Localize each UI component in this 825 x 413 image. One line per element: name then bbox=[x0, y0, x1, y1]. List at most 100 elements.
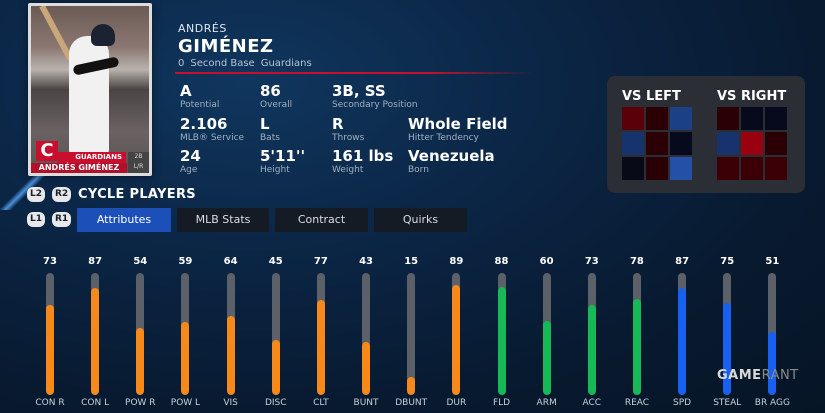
attribute-value: 77 bbox=[313, 256, 328, 267]
attribute-track bbox=[678, 273, 687, 395]
attribute-bar: 87 SPD bbox=[660, 255, 704, 408]
attribute-fill bbox=[678, 287, 687, 395]
attribute-bar: 73 ACC bbox=[570, 255, 614, 408]
attribute-bar: 64 VIS bbox=[209, 255, 253, 408]
attribute-label: BUNT bbox=[353, 398, 379, 408]
stat-secondary-position: 3B, SS Secondary Position bbox=[332, 82, 418, 111]
r2-button[interactable]: R2 bbox=[52, 187, 72, 202]
attribute-value: 75 bbox=[720, 256, 735, 267]
attribute-value: 89 bbox=[449, 256, 464, 267]
zone-cell bbox=[646, 157, 668, 180]
attribute-track bbox=[632, 273, 641, 395]
attribute-value: 59 bbox=[178, 256, 193, 267]
card-bats-throws: L/R bbox=[133, 163, 144, 170]
batter-figure bbox=[69, 36, 109, 156]
vs-right-zone-grid bbox=[717, 107, 787, 180]
cycle-players-label: CYCLE PLAYERS bbox=[78, 187, 196, 202]
zone-cell bbox=[765, 157, 787, 180]
attribute-track bbox=[316, 273, 325, 395]
attribute-value: 87 bbox=[88, 256, 103, 267]
attribute-track bbox=[271, 273, 280, 395]
zone-cell bbox=[670, 157, 692, 180]
zone-cell bbox=[741, 132, 763, 155]
attribute-track bbox=[181, 273, 190, 395]
attribute-bar: 89 DUR bbox=[434, 255, 478, 408]
attribute-value: 73 bbox=[584, 256, 599, 267]
attribute-bar: 43 BUNT bbox=[344, 255, 388, 408]
l2-button[interactable]: L2 bbox=[27, 187, 45, 202]
attribute-fill bbox=[316, 300, 325, 395]
l1-button[interactable]: L1 bbox=[27, 212, 45, 227]
stat-bats: L Bats bbox=[260, 115, 280, 144]
attribute-bar: 78 REAC bbox=[615, 255, 659, 408]
attribute-value: 64 bbox=[223, 256, 238, 267]
player-last-name: GIMÉNEZ bbox=[178, 36, 274, 57]
bat bbox=[39, 6, 73, 61]
attribute-track bbox=[136, 273, 145, 395]
attribute-bar: 87 CON L bbox=[73, 255, 117, 408]
vs-left-title: VS LEFT bbox=[622, 89, 681, 104]
attribute-label: CON R bbox=[35, 398, 65, 408]
attribute-track bbox=[407, 273, 416, 395]
attribute-track bbox=[723, 273, 732, 395]
tab-mlb-stats[interactable]: MLB Stats bbox=[177, 208, 269, 232]
attribute-fill bbox=[497, 286, 506, 395]
stat-mlb-service: 2.106 MLB® Service bbox=[180, 115, 245, 144]
attribute-bar: 75 STEAL bbox=[705, 255, 749, 408]
attribute-fill bbox=[632, 298, 641, 395]
attribute-track bbox=[362, 273, 371, 395]
zone-cell bbox=[670, 132, 692, 155]
hot-zone-panel: VS LEFT VS RIGHT bbox=[607, 76, 805, 193]
attribute-label: FLD bbox=[492, 398, 511, 408]
stat-hitter-tendency: Whole Field Hitter Tendency bbox=[408, 115, 508, 144]
r1-button[interactable]: R1 bbox=[52, 212, 72, 227]
zone-cell bbox=[717, 157, 739, 180]
attribute-label: BR AGG bbox=[754, 398, 791, 408]
attribute-fill bbox=[452, 285, 461, 395]
stat-weight: 161 lbs Weight bbox=[332, 147, 394, 176]
player-card: C GUARDIANS ANDRÉS GIMÉNEZ 2B L/R bbox=[28, 3, 152, 176]
zone-cell bbox=[622, 132, 644, 155]
attribute-bar: 45 DISC bbox=[254, 255, 298, 408]
attribute-value: 51 bbox=[765, 256, 780, 267]
attribute-track bbox=[587, 273, 596, 395]
attribute-bar: 77 CLT bbox=[299, 255, 343, 408]
attribute-label: DUR bbox=[446, 398, 467, 408]
tab-attributes[interactable]: Attributes bbox=[77, 208, 171, 232]
attribute-label: DISC bbox=[264, 398, 287, 408]
attribute-value: 78 bbox=[629, 256, 644, 267]
tab-contract[interactable]: Contract bbox=[275, 208, 368, 232]
stat-height: 5'11'' Height bbox=[260, 147, 306, 176]
attribute-label: SPD bbox=[673, 398, 692, 408]
divider bbox=[175, 72, 535, 74]
attribute-fill bbox=[768, 332, 777, 395]
player-team: Guardians bbox=[260, 58, 312, 69]
stat-potential: A Potential bbox=[180, 82, 220, 111]
card-player-name: ANDRÉS GIMÉNEZ bbox=[31, 163, 127, 173]
attribute-label: POW L bbox=[170, 398, 201, 408]
zone-cell bbox=[741, 107, 763, 130]
stat-age: 24 Age bbox=[180, 147, 201, 176]
attribute-label: REAC bbox=[624, 398, 650, 408]
attribute-bar: 54 POW R bbox=[118, 255, 162, 408]
attribute-bar: 59 POW L bbox=[163, 255, 207, 408]
attribute-label: DBUNT bbox=[395, 398, 428, 408]
attribute-label: VIS bbox=[223, 398, 238, 408]
attribute-fill bbox=[226, 316, 235, 395]
zone-cell bbox=[717, 132, 739, 155]
zone-cell bbox=[765, 132, 787, 155]
card-position-badge: 2B L/R bbox=[128, 152, 149, 173]
attribute-track bbox=[46, 273, 54, 395]
attribute-bar: 15 DBUNT bbox=[389, 255, 433, 408]
zone-cell bbox=[765, 107, 787, 130]
tab-quirks[interactable]: Quirks bbox=[374, 208, 467, 232]
stat-throws: R Throws bbox=[332, 115, 365, 144]
attribute-bar: 88 FLD bbox=[480, 255, 524, 408]
attribute-fill bbox=[91, 287, 100, 395]
zone-cell bbox=[622, 157, 644, 180]
attribute-label: ACC bbox=[582, 398, 602, 408]
attribute-fill bbox=[136, 328, 145, 395]
attribute-fill bbox=[362, 342, 371, 395]
card-team-name: GUARDIANS bbox=[58, 152, 126, 163]
attribute-label: ARM bbox=[536, 398, 557, 408]
